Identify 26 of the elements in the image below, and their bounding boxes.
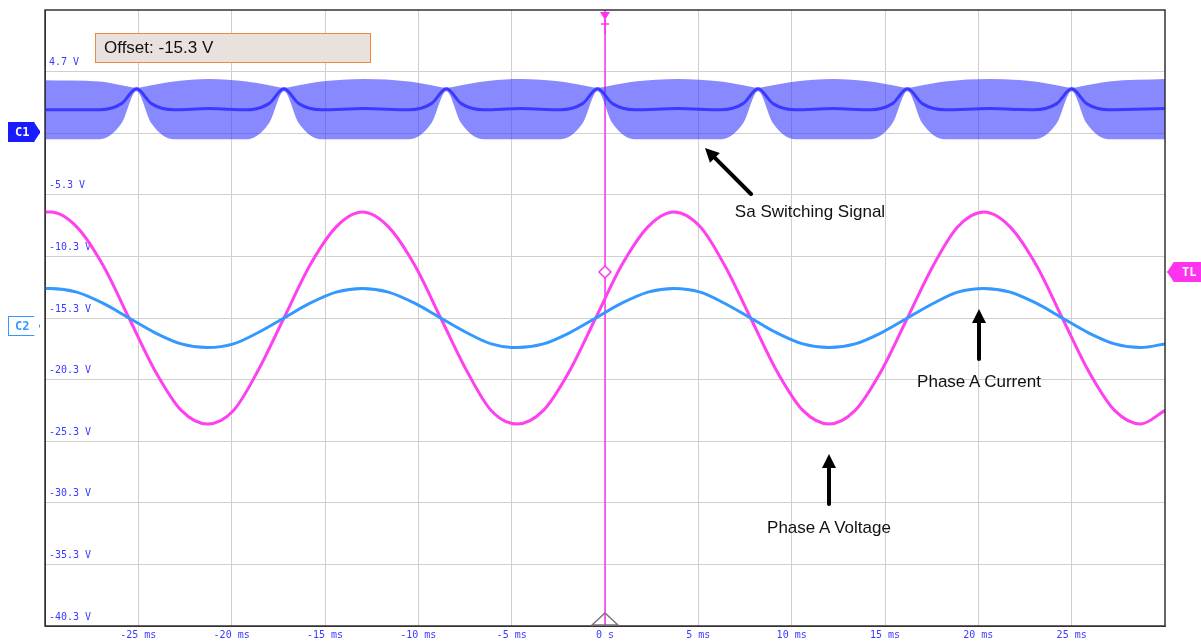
y-tick-label: -20.3 V — [49, 364, 92, 376]
y-tick-label: -5.3 V — [49, 179, 86, 191]
x-tick-label: 10 ms — [776, 628, 807, 640]
y-tick-label: -15.3 V — [49, 302, 92, 314]
x-tick-label: 25 ms — [1056, 628, 1087, 640]
y-tick-label: -25.3 V — [49, 425, 92, 437]
annotation: Phase A Voltage — [767, 518, 891, 538]
x-tick-label: -10 ms — [400, 628, 437, 640]
x-tick-label: -25 ms — [120, 628, 157, 640]
annotation: Phase A Current — [917, 372, 1041, 392]
text-box: Offset: -15.3 V — [95, 33, 371, 63]
text: C1 — [8, 122, 41, 142]
x-tick-label: 15 ms — [869, 628, 901, 640]
text: TL — [1167, 262, 1201, 282]
x-tick-label: 20 ms — [963, 628, 994, 640]
y-tick-label: -30.3 V — [49, 487, 92, 499]
y-tick-label: -35.3 V — [49, 548, 92, 560]
y-tick-label: -40.3 V — [49, 610, 92, 622]
x-tick-label: 0 s — [595, 628, 615, 640]
x-tick-label: -15 ms — [306, 628, 344, 640]
y-tick-label: 4.7 V — [49, 56, 80, 68]
x-tick-label: -20 ms — [213, 628, 250, 640]
x-tick-label: 5 ms — [686, 628, 711, 640]
text: C2 — [8, 316, 41, 336]
annotation: Sa Switching Signal — [734, 202, 886, 222]
x-tick-label: -5 ms — [496, 628, 527, 640]
